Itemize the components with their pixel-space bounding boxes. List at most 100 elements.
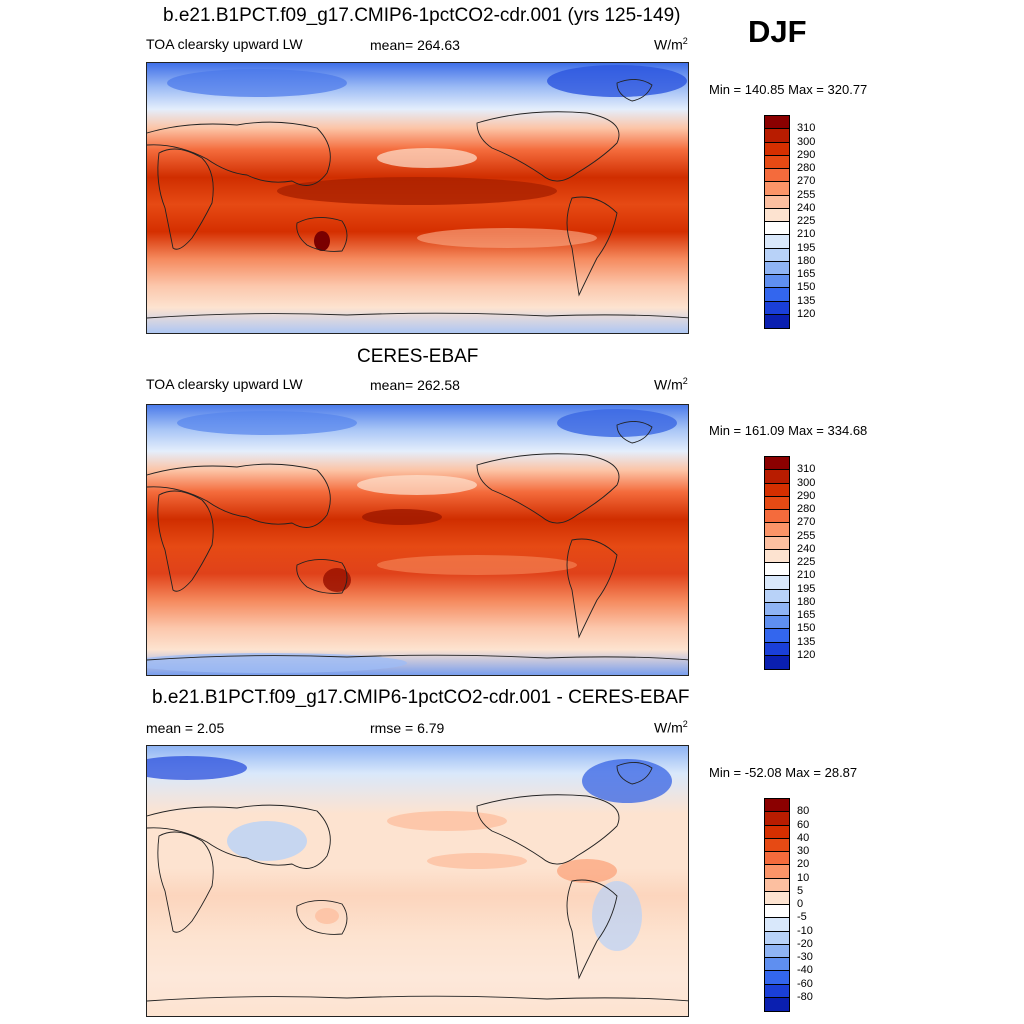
panel-1-variable-label: TOA clearsky upward LW <box>146 36 303 52</box>
colorbar-tick-label: 210 <box>797 228 816 241</box>
colorbar-box <box>765 931 789 945</box>
colorbar-tick-label: 255 <box>797 188 816 201</box>
colorbar-box <box>765 457 789 471</box>
panel-3-rmse-label: rmse = 6.79 <box>370 720 445 736</box>
panel-3-title: b.e21.B1PCT.f09_g17.CMIP6-1pctCO2-cdr.00… <box>152 687 690 708</box>
colorbar-tick-label: 135 <box>797 294 816 307</box>
colorbar-tick-label: 0 <box>797 898 804 910</box>
colorbar-box <box>765 838 789 852</box>
colorbar-box <box>765 812 789 826</box>
colorbar-box <box>765 208 789 222</box>
colorbar-box <box>765 288 789 302</box>
panel-1-colorbar <box>764 115 790 329</box>
panel-3-minmax: Min = -52.08 Max = 28.87 <box>709 765 858 780</box>
colorbar-tick-label: 290 <box>797 489 816 502</box>
colorbar-tick-label: 240 <box>797 201 816 214</box>
colorbar-tick-label: 270 <box>797 175 816 188</box>
colorbar-tick-label: 255 <box>797 529 816 542</box>
colorbar-tick-label: 30 <box>797 845 810 857</box>
colorbar-box <box>765 510 789 524</box>
colorbar-box <box>765 496 789 510</box>
panel-1-mean-label: mean= 264.63 <box>370 37 460 53</box>
season-label: DJF <box>748 14 807 49</box>
colorbar-tick-label: 60 <box>797 818 810 831</box>
colorbar-tick-label: 310 <box>797 122 816 135</box>
colorbar-tick-label: -30 <box>797 951 813 963</box>
colorbar-tick-label: 195 <box>797 582 816 595</box>
colorbar-box <box>765 799 789 813</box>
colorbar-box <box>765 878 789 892</box>
colorbar-tick-label: 20 <box>797 858 810 871</box>
panel-3-map <box>146 745 689 1017</box>
colorbar-box <box>765 549 789 563</box>
colorbar-tick-label: 80 <box>797 805 810 818</box>
colorbar-tick-label: 270 <box>797 516 816 529</box>
colorbar-tick-label: 225 <box>797 556 816 568</box>
colorbar-tick-label: 180 <box>797 254 816 267</box>
colorbar-box <box>765 275 789 289</box>
colorbar-box <box>765 470 789 484</box>
colorbar-box <box>765 825 789 839</box>
colorbar-box <box>765 235 789 249</box>
colorbar-tick-label: 180 <box>797 595 816 608</box>
panel-2-title: CERES-EBAF <box>357 346 479 367</box>
colorbar-box <box>765 142 789 156</box>
panel-2-map <box>146 404 689 676</box>
colorbar-box <box>765 182 789 196</box>
colorbar-box <box>765 116 789 130</box>
panel-3-mean-label: mean = 2.05 <box>146 720 225 736</box>
colorbar-box <box>765 971 789 985</box>
colorbar-box <box>765 629 789 643</box>
colorbar-tick-label: 150 <box>797 281 816 294</box>
colorbar-box <box>765 642 789 656</box>
colorbar-tick-label: -60 <box>797 977 813 990</box>
panel-2-mean-label: mean= 262.58 <box>370 377 460 393</box>
colorbar-tick-label: 300 <box>797 476 816 489</box>
colorbar-tick-label: 280 <box>797 162 816 174</box>
colorbar-box <box>765 891 789 905</box>
panel-1-map <box>146 62 689 334</box>
colorbar-box <box>765 301 789 315</box>
colorbar-box <box>765 261 789 275</box>
colorbar-tick-label: 310 <box>797 463 816 476</box>
colorbar-box <box>765 523 789 537</box>
panel-3-units: W/m2 <box>654 719 688 736</box>
colorbar-tick-label: 165 <box>797 268 816 280</box>
panel-1-units: W/m2 <box>654 36 688 53</box>
colorbar-box <box>765 944 789 958</box>
colorbar-box <box>765 589 789 603</box>
colorbar-tick-label: 290 <box>797 148 816 161</box>
colorbar-tick-label: 5 <box>797 884 804 897</box>
colorbar-tick-label: 120 <box>797 648 816 661</box>
colorbar-box <box>765 155 789 169</box>
panel-1-minmax: Min = 140.85 Max = 320.77 <box>709 82 868 97</box>
colorbar-box <box>765 958 789 972</box>
colorbar-tick-label: -10 <box>797 924 813 937</box>
colorbar-box <box>765 602 789 616</box>
colorbar-box <box>765 222 789 236</box>
colorbar-box <box>765 576 789 590</box>
colorbar-tick-label: -80 <box>797 990 813 1003</box>
colorbar-box <box>765 865 789 879</box>
panel-1-title: b.e21.B1PCT.f09_g17.CMIP6-1pctCO2-cdr.00… <box>163 5 681 26</box>
colorbar-tick-label: 280 <box>797 503 816 515</box>
colorbar-tick-label: 195 <box>797 241 816 254</box>
colorbar-tick-label: 225 <box>797 215 816 227</box>
colorbar-box <box>765 169 789 183</box>
colorbar-box <box>765 984 789 998</box>
colorbar-box <box>765 905 789 919</box>
colorbar-box <box>765 195 789 209</box>
colorbar-tick-label: -40 <box>797 964 813 977</box>
colorbar-tick-label: -20 <box>797 937 813 950</box>
panel-2-colorbar <box>764 456 790 670</box>
colorbar-tick-label: 150 <box>797 622 816 635</box>
panel-2-minmax: Min = 161.09 Max = 334.68 <box>709 423 868 438</box>
colorbar-tick-label: -5 <box>797 911 807 924</box>
panel-2-units: W/m2 <box>654 376 688 393</box>
colorbar-box <box>765 655 789 669</box>
colorbar-box <box>765 918 789 932</box>
colorbar-box <box>765 616 789 630</box>
colorbar-box <box>765 314 789 328</box>
colorbar-tick-label: 240 <box>797 542 816 555</box>
colorbar-box <box>765 536 789 550</box>
